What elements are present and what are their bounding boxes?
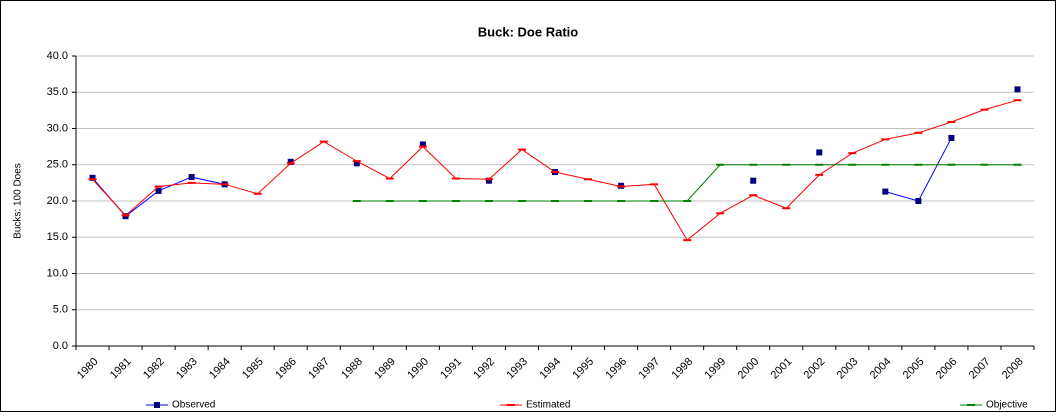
legend-label: Objective — [986, 400, 1028, 411]
legend-label: Observed — [172, 400, 215, 411]
data-point — [353, 160, 360, 167]
data-point — [882, 188, 889, 195]
data-point — [816, 149, 823, 156]
data-point — [188, 174, 195, 181]
data-point — [750, 177, 757, 184]
y-tick-label: 40.0 — [47, 50, 68, 62]
y-tick-label: 25.0 — [47, 159, 68, 171]
data-point — [419, 141, 426, 148]
legend-label: Estimated — [526, 400, 570, 411]
y-tick-label: 30.0 — [47, 122, 68, 134]
data-point — [287, 158, 294, 165]
data-point — [89, 174, 96, 181]
data-point — [948, 134, 955, 141]
data-point — [915, 198, 922, 204]
legend-marker — [154, 402, 160, 408]
data-point — [155, 187, 162, 194]
y-tick-label: 0.0 — [53, 340, 68, 352]
y-tick-label: 20.0 — [47, 195, 68, 207]
data-point — [485, 177, 492, 184]
data-point — [1014, 86, 1021, 93]
chart-title: Buck: Doe Ratio — [478, 24, 578, 39]
y-tick-label: 10.0 — [47, 267, 68, 279]
y-tick-label: 35.0 — [47, 86, 68, 98]
y-axis-label: Bucks: 100 Does — [13, 163, 24, 239]
y-tick-label: 5.0 — [53, 304, 68, 316]
y-tick-label: 15.0 — [47, 231, 68, 243]
